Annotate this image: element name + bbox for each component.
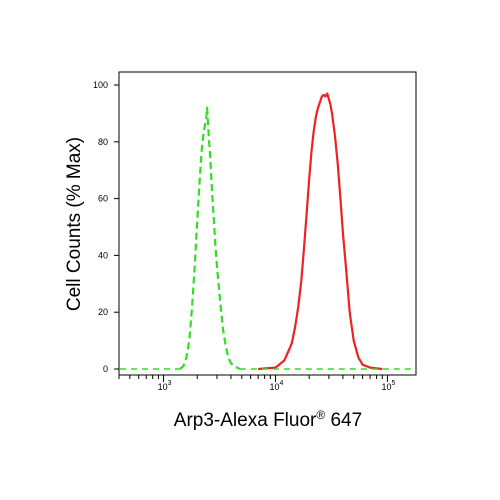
y-tick-label: 80 [98,137,108,147]
series-line-1 [179,106,241,370]
y-tick-label: 20 [98,307,108,317]
x-tick-label: 103 [158,380,172,392]
x-axis-title: Arp3-Alexa Fluor® 647 [174,408,362,431]
y-tick-label: 100 [93,80,108,90]
x-tick-label: 105 [381,380,395,392]
series-line-2 [258,92,383,371]
y-tick-label: 0 [103,364,108,374]
y-axis-title: Cell Counts (% Max) [64,137,85,311]
y-axis: 0 20 40 60 80 100 [93,80,119,374]
y-tick-label: 40 [98,250,108,260]
x-axis-title-suffix: 647 [325,410,362,431]
x-tick-label: 104 [270,380,284,392]
x-axis-title-registered: ® [316,408,325,422]
x-axis-title-main: Arp3-Alexa Fluor [174,410,317,431]
series-layer [120,92,412,371]
plot-frame [118,71,417,376]
x-axis: 103 104 105 [118,375,395,392]
y-tick-label: 60 [98,194,108,204]
